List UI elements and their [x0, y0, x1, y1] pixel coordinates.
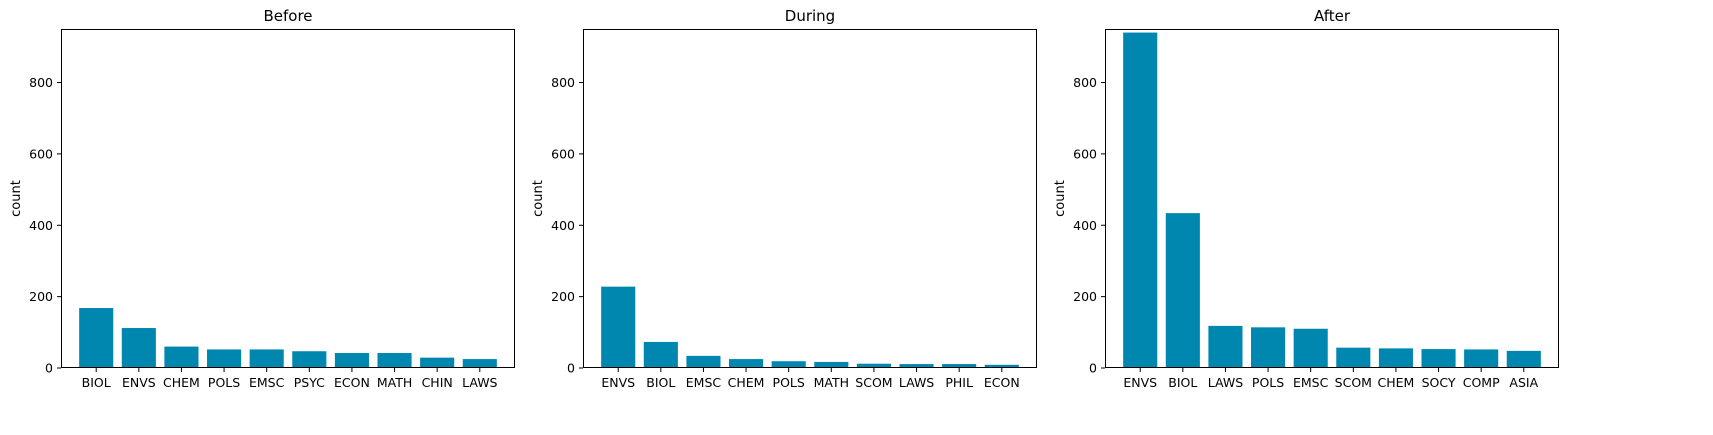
- x-tick-label: ENVS: [122, 375, 156, 390]
- bar-during-scom: [856, 363, 891, 368]
- bar-before-laws: [462, 359, 497, 368]
- y-tick-label: 200: [1073, 289, 1097, 304]
- bar-before-math: [377, 353, 412, 368]
- x-tick-label: ENVS: [1123, 375, 1157, 390]
- y-tick-label: 0: [45, 361, 53, 376]
- panel-title-after: After: [1314, 7, 1351, 25]
- y-tick-label: 600: [551, 146, 575, 161]
- bar-before-pols: [207, 349, 242, 368]
- x-tick-label: CHEM: [163, 375, 200, 390]
- bar-during-phil: [942, 364, 977, 368]
- x-tick-label: BIOL: [82, 375, 111, 390]
- bar-before-emsc: [249, 349, 284, 368]
- y-tick-label: 400: [29, 218, 53, 233]
- x-tick-label: ASIA: [1509, 375, 1538, 390]
- y-tick-label: 200: [29, 289, 53, 304]
- panel-title-during: During: [785, 7, 835, 25]
- x-tick-label: ENVS: [601, 375, 635, 390]
- axes-frame-before: [61, 29, 515, 368]
- y-tick-label: 600: [29, 146, 53, 161]
- bar-before-envs: [121, 328, 156, 368]
- y-tick-label: 0: [1089, 361, 1097, 376]
- bar-after-asia: [1506, 350, 1541, 368]
- x-tick-label: POLS: [208, 375, 240, 390]
- x-tick-label: PHIL: [945, 375, 973, 390]
- x-tick-label: COMP: [1463, 375, 1500, 390]
- bar-before-chin: [420, 357, 455, 368]
- bar-after-laws: [1208, 325, 1243, 368]
- y-tick-label: 600: [1073, 146, 1097, 161]
- y-axis-label-before: count: [9, 180, 24, 217]
- y-axis-label-after: count: [1053, 180, 1068, 217]
- bar-after-chem: [1378, 348, 1413, 368]
- bar-during-math: [814, 361, 849, 368]
- y-tick-label: 0: [567, 361, 575, 376]
- x-tick-label: SOCY: [1422, 375, 1456, 390]
- x-tick-label: CHEM: [1378, 375, 1415, 390]
- y-tick-label: 400: [1073, 218, 1097, 233]
- bar-after-scom: [1336, 347, 1371, 368]
- bar-before-chem: [164, 346, 199, 368]
- y-tick-label: 400: [551, 218, 575, 233]
- bar-after-pols: [1251, 327, 1286, 368]
- bar-during-emsc: [686, 355, 721, 368]
- x-tick-label: LAWS: [899, 375, 934, 390]
- y-tick-label: 800: [551, 75, 575, 90]
- bar-during-chem: [729, 359, 764, 368]
- y-axis-label-during: count: [531, 180, 546, 217]
- bar-during-pols: [771, 361, 806, 368]
- x-tick-label: EMSC: [686, 375, 722, 390]
- x-tick-label: POLS: [773, 375, 805, 390]
- axes-frame-during: [583, 29, 1037, 368]
- x-tick-label: SCOM: [1335, 375, 1372, 390]
- panel-title-before: Before: [263, 7, 312, 25]
- x-tick-label: SCOM: [855, 375, 892, 390]
- bar-during-econ: [984, 364, 1019, 368]
- x-tick-label: PSYC: [294, 375, 325, 390]
- bar-after-socy: [1421, 349, 1456, 368]
- x-tick-label: MATH: [814, 375, 849, 390]
- x-tick-label: POLS: [1252, 375, 1284, 390]
- x-tick-label: LAWS: [1208, 375, 1243, 390]
- bar-after-emsc: [1293, 328, 1328, 368]
- y-tick-label: 800: [29, 75, 53, 90]
- y-tick-label: 800: [1073, 75, 1097, 90]
- x-tick-label: EMSC: [1293, 375, 1329, 390]
- bar-before-psyc: [292, 351, 327, 368]
- bar-during-biol: [643, 341, 678, 368]
- y-tick-label: 200: [551, 289, 575, 304]
- x-tick-label: CHIN: [422, 375, 453, 390]
- x-tick-label: BIOL: [1168, 375, 1197, 390]
- x-tick-label: BIOL: [646, 375, 675, 390]
- axes-frame-after: [1105, 29, 1559, 368]
- bar-during-envs: [601, 286, 636, 368]
- x-tick-label: ECON: [984, 375, 1020, 390]
- x-tick-label: CHEM: [728, 375, 765, 390]
- bar-after-biol: [1165, 213, 1200, 368]
- x-tick-label: MATH: [377, 375, 412, 390]
- x-tick-label: LAWS: [462, 375, 497, 390]
- bar-before-biol: [79, 308, 114, 368]
- bar-during-laws: [899, 364, 934, 368]
- x-tick-label: EMSC: [249, 375, 285, 390]
- bar-after-envs: [1123, 32, 1158, 368]
- bar-before-econ: [334, 353, 369, 368]
- x-tick-label: ECON: [334, 375, 370, 390]
- bar-after-comp: [1464, 349, 1499, 368]
